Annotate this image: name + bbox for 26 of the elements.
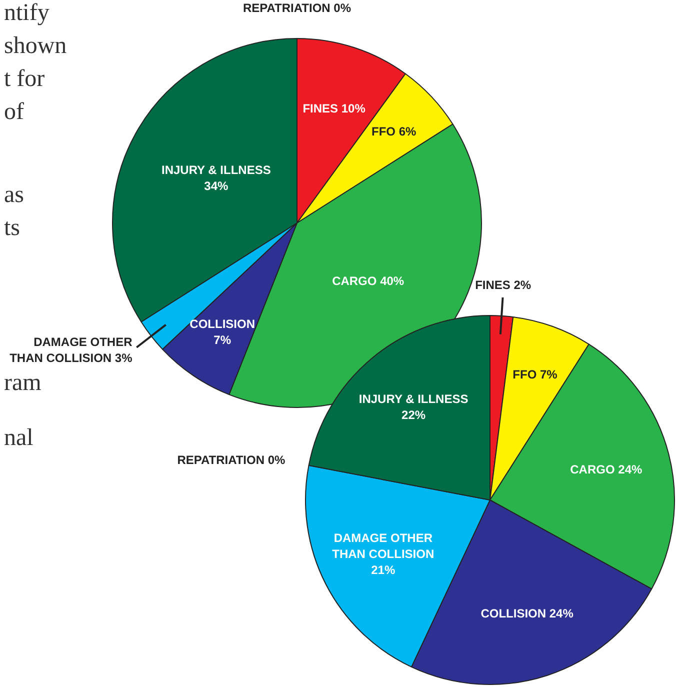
- slice-label: COLLISION 24%: [480, 606, 574, 620]
- data-label: 22%: [402, 408, 426, 422]
- data-label: 34%: [204, 178, 228, 193]
- text: ram: [4, 370, 42, 397]
- slice-label: FINES 2%: [475, 278, 532, 292]
- slice-label: CARGO 40%: [332, 274, 404, 288]
- category-label: REPATRIATION 0%: [242, 0, 352, 15]
- text: as: [4, 182, 24, 209]
- slice-label: DAMAGE OTHER THAN COLLISION 3%: [10, 335, 133, 366]
- text: ts: [4, 215, 20, 242]
- data-label: 21%: [371, 562, 396, 577]
- text: t for: [4, 66, 45, 93]
- data-label: 7%: [214, 333, 232, 348]
- slice-label: COLLISION: [190, 317, 256, 332]
- category-label: REPATRIATION 0%: [177, 453, 286, 468]
- slice-label: FFO 7%: [512, 367, 558, 382]
- text: shown: [4, 33, 67, 60]
- text: ntify: [4, 0, 50, 27]
- text: of: [4, 99, 24, 126]
- text: nal: [4, 425, 34, 452]
- slice-label: INJURY & ILLNESS: [358, 392, 468, 406]
- slice-label: CARGO 24%: [570, 462, 642, 476]
- slice-label: FFO 6%: [372, 124, 416, 138]
- slice-label: DAMAGE OTHER THAN COLLISION: [332, 530, 434, 561]
- slice-label: FINES 10%: [302, 101, 366, 116]
- slice-label: INJURY & ILLNESS: [161, 162, 271, 177]
